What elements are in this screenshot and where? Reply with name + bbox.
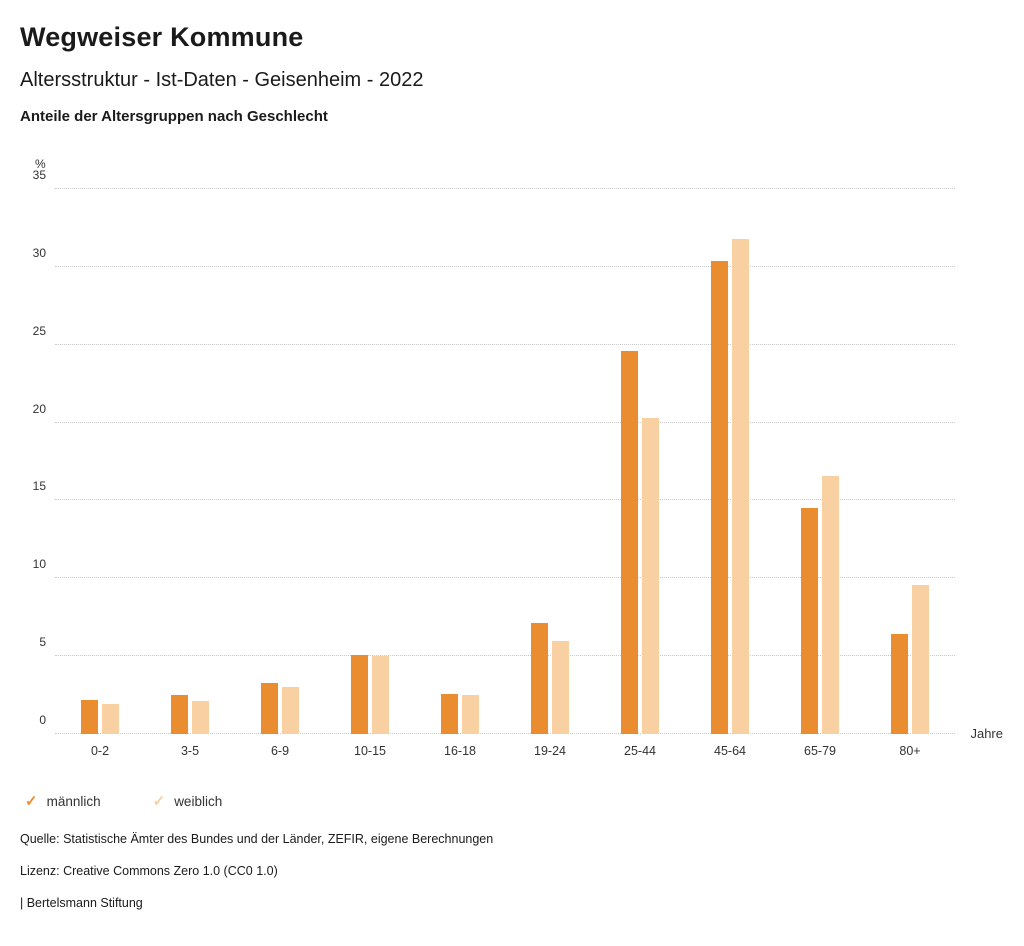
bar-männlich-10-15 <box>351 654 368 734</box>
bar-weiblich-0-2 <box>102 704 119 734</box>
bar-weiblich-45-64 <box>732 238 749 734</box>
y-axis-unit-label: % <box>35 157 46 171</box>
x-axis-labels: 0-2 3-5 6-9 10-15 16-18 19-24 25-44 45-64 65-79 8… <box>55 734 955 758</box>
bars-container <box>55 189 955 734</box>
x-tick-label-16-18: 16-18 <box>444 744 476 758</box>
x-tick-label-19-24: 19-24 <box>534 744 566 758</box>
source-text: Quelle: Statistische Ämter des Bundes un… <box>20 832 494 846</box>
x-tick-label-3-5: 3-5 <box>180 744 200 758</box>
bar-männlich-0-2 <box>81 699 98 734</box>
legend-label-weiblich: weiblich <box>174 793 223 809</box>
bar-group-16-18 <box>415 189 505 734</box>
gridline-20 <box>55 421 955 423</box>
legend-item-weiblich[interactable]: ✓ weiblich <box>153 792 223 810</box>
y-tick-label-35: 35 <box>32 168 46 182</box>
x-tick-label-25-44: 25-44 <box>624 744 656 758</box>
bar-group-19-24 <box>505 189 595 734</box>
bar-weiblich-6-9 <box>282 687 299 734</box>
bar-group-80+ <box>865 189 955 734</box>
license-text: Lizenz: Creative Commons Zero 1.0 (CC0 1… <box>20 864 278 878</box>
gridline-25 <box>55 343 955 345</box>
chart-subtitle: Anteile der Altersgruppen nach Geschlech… <box>20 108 328 125</box>
legend: ✓ männlich ✓ weiblich <box>25 792 1004 810</box>
attribution-text: | Bertelsmann Stiftung <box>20 896 143 910</box>
bar-weiblich-65-79 <box>822 475 839 734</box>
gridline-5 <box>55 655 955 657</box>
gridline-10 <box>55 577 955 579</box>
y-tick-label-20: 20 <box>32 401 46 416</box>
y-tick-label-25: 25 <box>32 323 46 338</box>
x-tick-label-45-64: 45-64 <box>714 744 746 758</box>
bar-weiblich-3-5 <box>192 701 209 734</box>
y-tick-label-30: 30 <box>32 245 46 260</box>
gridline-30 <box>55 265 955 267</box>
x-tick-label-0-2: 0-2 <box>90 744 110 758</box>
chart-title: Altersstruktur - Ist-Daten - Geisenheim … <box>20 69 424 91</box>
plot-area: 0 5 10 15 20 25 30 35 Jahre <box>33 168 1003 741</box>
gridline-35 <box>55 188 955 189</box>
bar-group-45-64 <box>685 189 775 734</box>
y-tick-label-15: 15 <box>32 479 46 494</box>
check-icon: ✓ <box>152 793 166 810</box>
bar-männlich-80+ <box>891 634 908 734</box>
legend-label-maennlich: männlich <box>46 793 101 809</box>
bar-männlich-16-18 <box>441 693 458 734</box>
bar-group-25-44 <box>595 189 685 734</box>
footer: Quelle: Statistische Ämter des Bundes un… <box>20 832 1004 910</box>
legend-item-maennlich[interactable]: ✓ männlich <box>25 792 101 810</box>
x-tick-label-80+: 80+ <box>899 744 921 758</box>
gridline-15 <box>55 499 955 501</box>
bar-männlich-3-5 <box>171 695 188 734</box>
page-title: Wegweiser Kommune <box>20 22 304 52</box>
bar-chart: % 0 5 10 15 20 25 30 35 Jahre <box>33 157 1003 741</box>
bar-männlich-65-79 <box>801 508 818 734</box>
bar-männlich-19-24 <box>531 623 548 734</box>
bar-männlich-45-64 <box>711 260 728 734</box>
x-tick-label-10-15: 10-15 <box>354 744 386 758</box>
x-axis-unit-label: Jahre <box>970 726 1003 741</box>
bar-männlich-6-9 <box>261 682 278 734</box>
bar-weiblich-25-44 <box>642 417 659 734</box>
bar-weiblich-16-18 <box>462 695 479 734</box>
bar-group-10-15 <box>325 189 415 734</box>
y-tick-label-10: 10 <box>32 557 46 572</box>
bar-weiblich-19-24 <box>552 640 569 734</box>
x-tick-label-6-9: 6-9 <box>270 744 290 758</box>
bar-group-6-9 <box>235 189 325 734</box>
bar-group-3-5 <box>145 189 235 734</box>
bar-weiblich-10-15 <box>372 656 389 734</box>
gridline-0 <box>55 733 955 734</box>
y-tick-label-5: 5 <box>39 635 46 650</box>
bar-group-65-79 <box>775 189 865 734</box>
bar-group-0-2 <box>55 189 145 734</box>
check-icon: ✓ <box>25 793 38 810</box>
x-tick-label-65-79: 65-79 <box>804 744 836 758</box>
y-tick-label-0: 0 <box>39 713 46 727</box>
bar-weiblich-80+ <box>912 584 929 734</box>
bar-männlich-25-44 <box>621 350 638 734</box>
